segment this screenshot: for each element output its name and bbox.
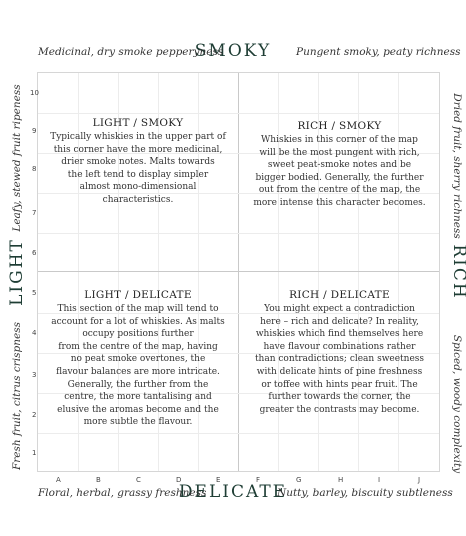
grid-line-h2 xyxy=(38,153,439,154)
x-tick-i: I xyxy=(378,476,381,484)
text-line: characteristics. xyxy=(102,194,174,205)
text-line: from the centre of the map, having xyxy=(58,341,218,352)
text-line: Typically whiskies in the upper part of xyxy=(50,132,226,142)
side-right-lower: Spiced, woody complexity xyxy=(451,334,463,474)
text-line: centre, the more tantalising and xyxy=(64,392,212,403)
x-tick-a: A xyxy=(56,476,61,484)
text-line: drier smoke notes. Malts towards xyxy=(61,157,215,168)
grid-line-h8 xyxy=(38,393,439,394)
side-left-lower: Fresh fruit, citrus crispness xyxy=(11,322,23,471)
quadrant-title: RICH / DELICATE xyxy=(289,289,390,301)
text-line: This section of the map will tend to xyxy=(57,304,219,314)
y-tick-3: 3 xyxy=(32,371,37,379)
grid-line-v3 xyxy=(158,73,159,471)
quadrant-title: LIGHT / DELICATE xyxy=(84,289,192,301)
axis-title-delicate: DELICATE xyxy=(178,482,288,502)
grid-line-v7 xyxy=(318,73,319,471)
text-line: will be the most pungent with rich, xyxy=(259,147,420,158)
grid-line-h1 xyxy=(38,113,439,114)
grid-line-h7 xyxy=(38,353,439,354)
y-tick-4: 4 xyxy=(32,329,37,337)
text-line: than contradictions; clean sweetness xyxy=(254,354,425,365)
text-line: sweet peat-smoke notes and be xyxy=(267,160,412,171)
quadrant-description: Typically whiskies in the upper part of … xyxy=(38,131,238,207)
quadrant-description: This section of the map will tend to acc… xyxy=(38,303,238,429)
x-tick-c: C xyxy=(136,476,141,484)
corner-bottom-left: Floral, herbal, grassy freshness xyxy=(38,487,207,499)
text-line: the left tend to display simpler xyxy=(67,169,209,180)
text-line: this corner have the more medicinal, xyxy=(53,144,223,155)
y-tick-2: 2 xyxy=(32,411,37,419)
x-tick-j: J xyxy=(418,476,421,484)
text-line: whiskies which find themselves here xyxy=(255,329,424,340)
quadrant-rich-delicate: RICH / DELICATE You might expect a contr… xyxy=(239,289,440,416)
text-line: flavour balances are more intricate. xyxy=(56,366,220,377)
corner-top-left: Medicinal, dry smoke pepperyness xyxy=(38,46,224,58)
grid-line-v4 xyxy=(198,73,199,471)
text-line: further towards the corner, the xyxy=(268,392,411,403)
text-line: bigger bodied. Generally, the further xyxy=(255,172,424,183)
quadrant-title: LIGHT / SMOKY xyxy=(92,117,184,129)
y-tick-7: 7 xyxy=(32,209,37,217)
grid-line-v6 xyxy=(278,73,279,471)
quadrant-rich-smoky: RICH / SMOKY Whiskies in this corner of … xyxy=(239,120,440,210)
grid-line-h3 xyxy=(38,193,439,194)
x-tick-e: E xyxy=(216,476,221,484)
grid-line-v9 xyxy=(398,73,399,471)
axis-title-rich: RICH xyxy=(449,244,466,300)
flavour-map-grid: 10 9 8 7 6 5 4 3 2 1 A B C D E F G H I J… xyxy=(30,72,440,484)
text-line: elusive the aromas become and the xyxy=(57,404,219,415)
grid-line-center-horizontal xyxy=(38,271,439,272)
text-line: occupy positions further xyxy=(82,329,194,340)
quadrant-title: RICH / SMOKY xyxy=(297,120,382,132)
y-tick-1: 1 xyxy=(32,449,37,457)
grid-line-h4 xyxy=(38,233,439,234)
grid-line-h9 xyxy=(38,433,439,434)
text-line: more intense this character becomes. xyxy=(253,197,426,208)
text-line: here – rich and delicate? In reality, xyxy=(260,316,419,327)
corner-top-right: Pungent smoky, peaty richness xyxy=(296,46,461,58)
grid-line-v1 xyxy=(78,73,79,471)
text-line: out from the centre of the map, the xyxy=(258,185,421,196)
axis-title-smoky: SMOKY xyxy=(194,41,272,61)
grid-line-h6 xyxy=(38,313,439,314)
quadrant-description: Whiskies in this corner of the map will … xyxy=(239,134,440,210)
x-tick-b: B xyxy=(96,476,101,484)
x-tick-d: D xyxy=(176,476,182,484)
y-tick-5: 5 xyxy=(32,289,37,297)
text-line: almost mono-dimensional xyxy=(79,182,197,193)
text-line: with delicate hints of pine freshness xyxy=(256,366,423,377)
y-tick-10: 10 xyxy=(30,89,39,97)
y-tick-6: 6 xyxy=(32,249,37,257)
text-line: greater the contrasts may become. xyxy=(259,404,420,415)
text-line: no peat smoke overtones, the xyxy=(70,354,206,365)
text-line: You might expect a contradiction xyxy=(264,304,415,314)
text-line: Generally, the further from the xyxy=(67,379,209,390)
x-tick-g: G xyxy=(296,476,302,484)
text-line: or toffee with hints pear fruit. The xyxy=(261,379,418,390)
y-tick-9: 9 xyxy=(32,127,37,135)
text-line: have flavour combinations rather xyxy=(263,341,416,352)
y-tick-8: 8 xyxy=(32,165,37,173)
grid-line-v8 xyxy=(358,73,359,471)
x-tick-h: H xyxy=(338,476,344,484)
x-tick-f: F xyxy=(256,476,261,484)
corner-bottom-right: Nutty, barley, biscuity subtleness xyxy=(277,487,453,499)
quadrant-light-smoky: LIGHT / SMOKY Typically whiskies in the … xyxy=(38,117,238,207)
text-line: more subtle the flavour. xyxy=(83,417,193,428)
text-line: Whiskies in this corner of the map xyxy=(261,135,418,145)
text-line: account for a lot of whiskies. As malts xyxy=(51,316,225,327)
quadrant-description: You might expect a contradiction here – … xyxy=(239,303,440,416)
quadrant-light-delicate: LIGHT / DELICATE This section of the map… xyxy=(38,289,238,429)
grid-line-v2 xyxy=(118,73,119,471)
side-right-upper: Dried fruit, sherry richness xyxy=(451,93,463,239)
grid-line-center-vertical xyxy=(238,73,239,471)
side-left-upper: Leafy, stewed fruit ripeness xyxy=(11,84,23,232)
axis-title-light: LIGHT xyxy=(7,238,27,306)
